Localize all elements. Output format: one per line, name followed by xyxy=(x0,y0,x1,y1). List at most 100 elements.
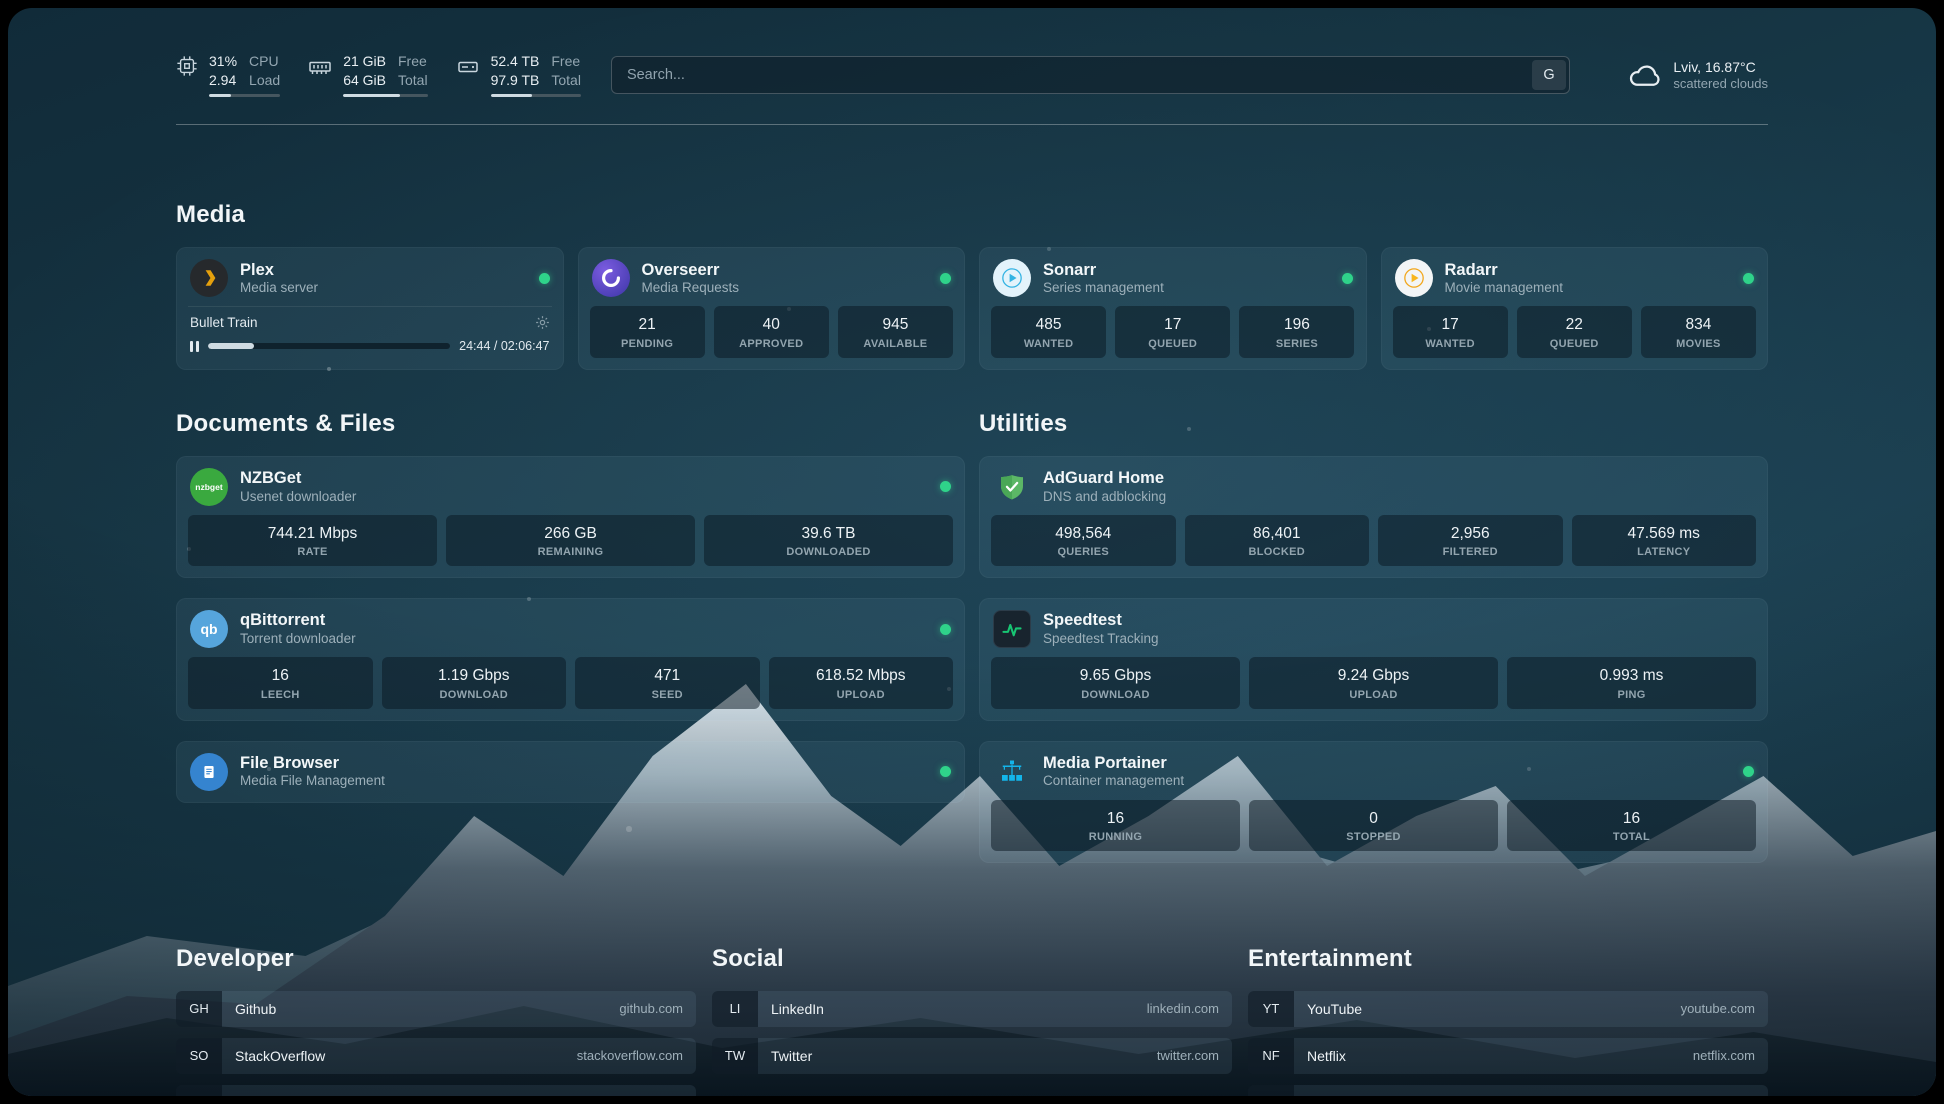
speedtest-icon xyxy=(993,610,1031,649)
gear-icon[interactable] xyxy=(535,315,550,330)
stat-label: DOWNLOAD xyxy=(1081,688,1150,701)
bookmark-abbr: DT xyxy=(176,1084,222,1096)
stat-value: 9.24 Gbps xyxy=(1337,667,1410,685)
stat-label: DOWNLOAD xyxy=(439,688,508,701)
stat-block: 1.19 Gbps DOWNLOAD xyxy=(381,657,566,709)
service-link-portainer[interactable]: Media Portainer Container management xyxy=(991,751,1756,800)
status-dot xyxy=(1743,766,1754,777)
service-link-sonarr[interactable]: Sonarr Series management xyxy=(991,257,1355,306)
stat-block: 266 GB REMAINING xyxy=(446,514,695,567)
stat-block: 17 WANTED xyxy=(1392,306,1508,358)
stat-label: WANTED xyxy=(1023,337,1074,350)
top-bar: 31% CPU 2.94 Load 21 GiB xyxy=(176,52,1768,98)
bookmark-abbr: SO xyxy=(176,1037,222,1074)
disk-icon xyxy=(456,55,480,79)
bookmark-url: stackoverflow.com xyxy=(576,1048,683,1064)
memory-free-label: Free xyxy=(398,53,427,69)
stat-label: FILTERED xyxy=(1442,546,1498,559)
bookmark-reddit[interactable]: RE Reddit reddit.com xyxy=(1248,1084,1768,1096)
service-subtitle: Movie management xyxy=(1444,280,1564,296)
stat-value: 40 xyxy=(762,316,780,334)
playback-progress-bar xyxy=(208,343,451,350)
service-name: qBittorrent xyxy=(240,611,326,630)
service-link-adguard[interactable]: AdGuard Home DNS and adblocking xyxy=(991,466,1756,515)
stat-label: REMAINING xyxy=(537,546,604,559)
memory-total-label: Total xyxy=(398,72,428,89)
stat-label: SERIES xyxy=(1275,337,1318,350)
status-dot xyxy=(1743,272,1754,284)
adguard-icon xyxy=(993,468,1031,506)
bookmark-abbr: YT xyxy=(1248,990,1294,1027)
bookmark-linkedin[interactable]: LI LinkedIn linkedin.com xyxy=(712,990,1232,1027)
radarr-icon xyxy=(1394,259,1433,298)
bookmark-youtube[interactable]: YT YouTube youtube.com xyxy=(1248,990,1768,1027)
stat-block: 196 SERIES xyxy=(1239,306,1355,358)
cpu-load-value: 2.94 xyxy=(209,72,237,89)
section-media: Media Plex Media server xyxy=(176,201,1768,370)
disk-free-value: 52.4 TB xyxy=(490,53,540,69)
now-playing-title: Bullet Train xyxy=(190,315,258,331)
nzbget-icon: nzbget xyxy=(190,467,228,506)
service-link-overseerr[interactable]: Overseerr Media Requests xyxy=(590,257,954,306)
bookmark-name: Github xyxy=(235,1000,277,1017)
weather-location: Lviv, 16.87°C xyxy=(1673,58,1756,75)
service-name: Media Portainer xyxy=(1043,753,1167,772)
pause-icon xyxy=(190,340,199,352)
bookmark-name: DEV xyxy=(222,1095,264,1096)
service-link-nzbget[interactable]: nzbget NZBGet Usenet downloader xyxy=(188,466,953,515)
stat-value: 2,956 xyxy=(1450,524,1490,542)
service-card-overseerr: Overseerr Media Requests 21 PENDING 40 A… xyxy=(577,247,965,370)
stat-block: 17 QUEUED xyxy=(1115,306,1231,358)
service-card-radarr: Radarr Movie management 17 WANTED 22 QUE… xyxy=(1380,247,1768,370)
bookmark-url: twitter.com xyxy=(1156,1048,1219,1064)
bookmark-name: Netflix xyxy=(1307,1047,1346,1064)
stat-value: 834 xyxy=(1685,316,1712,334)
stat-value: 744.21 Mbps xyxy=(267,524,358,542)
bookmark-stackoverflow[interactable]: SO StackOverflow stackoverflow.com xyxy=(176,1037,696,1074)
dashboard-screen: 31% CPU 2.94 Load 21 GiB xyxy=(8,8,1936,1096)
mountain-background xyxy=(8,684,1936,1096)
service-link-plex[interactable]: Plex Media server xyxy=(188,257,552,306)
service-name: Overseerr xyxy=(641,260,720,279)
stat-label: STOPPED xyxy=(1346,830,1401,843)
sonarr-icon xyxy=(993,259,1031,298)
stat-block: 498,564 QUERIES xyxy=(991,514,1176,567)
service-link-filebrowser[interactable]: File Browser Media File Management xyxy=(188,751,953,793)
plex-icon xyxy=(190,259,228,298)
status-dot xyxy=(940,272,951,284)
stat-value: 266 GB xyxy=(544,524,597,542)
service-card-nzbget: nzbget NZBGet Usenet downloader 744.21 M… xyxy=(176,455,965,579)
search-provider-button[interactable]: G xyxy=(1532,59,1566,90)
bookmark-github[interactable]: GH Github github.com xyxy=(176,990,696,1027)
service-link-radarr[interactable]: Radarr Movie management xyxy=(1393,257,1757,306)
bookmark-netflix[interactable]: NF Netflix netflix.com xyxy=(1248,1037,1768,1074)
weather-condition: scattered clouds xyxy=(1673,75,1768,91)
bookmark-dev[interactable]: DT DEV dev.to xyxy=(176,1084,696,1096)
stat-value: 618.52 Mbps xyxy=(815,667,906,685)
service-link-qbittorrent[interactable]: qb qBittorrent Torrent downloader xyxy=(188,608,953,657)
stat-value: 17 xyxy=(1164,316,1182,334)
stat-block: 9.24 Gbps UPLOAD xyxy=(1249,657,1498,709)
service-name: Radarr xyxy=(1444,260,1498,279)
stat-label: LATENCY xyxy=(1637,546,1691,559)
service-subtitle: Series management xyxy=(1043,280,1164,296)
disk-widget: 52.4 TB Free 97.9 TB Total xyxy=(456,52,581,98)
stat-label: AVAILABLE xyxy=(863,337,928,350)
service-subtitle: Media Requests xyxy=(641,280,740,296)
stat-block: 0.993 ms PING xyxy=(1507,657,1756,709)
stat-block: 16 LEECH xyxy=(188,657,373,709)
bookmark-url: dev.to xyxy=(649,1095,696,1096)
search-input[interactable] xyxy=(610,55,1570,94)
stat-label: LEECH xyxy=(260,688,300,701)
stat-label: QUEUED xyxy=(1148,337,1198,350)
stat-value: 17 xyxy=(1441,316,1459,334)
bookmark-abbr: TW xyxy=(712,1037,758,1074)
stat-value: 471 xyxy=(654,667,681,685)
bookmark-name: Twitter xyxy=(771,1047,813,1064)
stat-block: 744.21 Mbps RATE xyxy=(188,514,437,567)
service-link-speedtest[interactable]: Speedtest Speedtest Tracking xyxy=(991,608,1756,657)
stat-block: 47.569 ms LATENCY xyxy=(1571,514,1756,567)
bookmark-name: YouTube xyxy=(1307,1000,1363,1017)
bookmark-twitter[interactable]: TW Twitter twitter.com xyxy=(712,1037,1232,1074)
stat-value: 9.65 Gbps xyxy=(1079,667,1152,685)
